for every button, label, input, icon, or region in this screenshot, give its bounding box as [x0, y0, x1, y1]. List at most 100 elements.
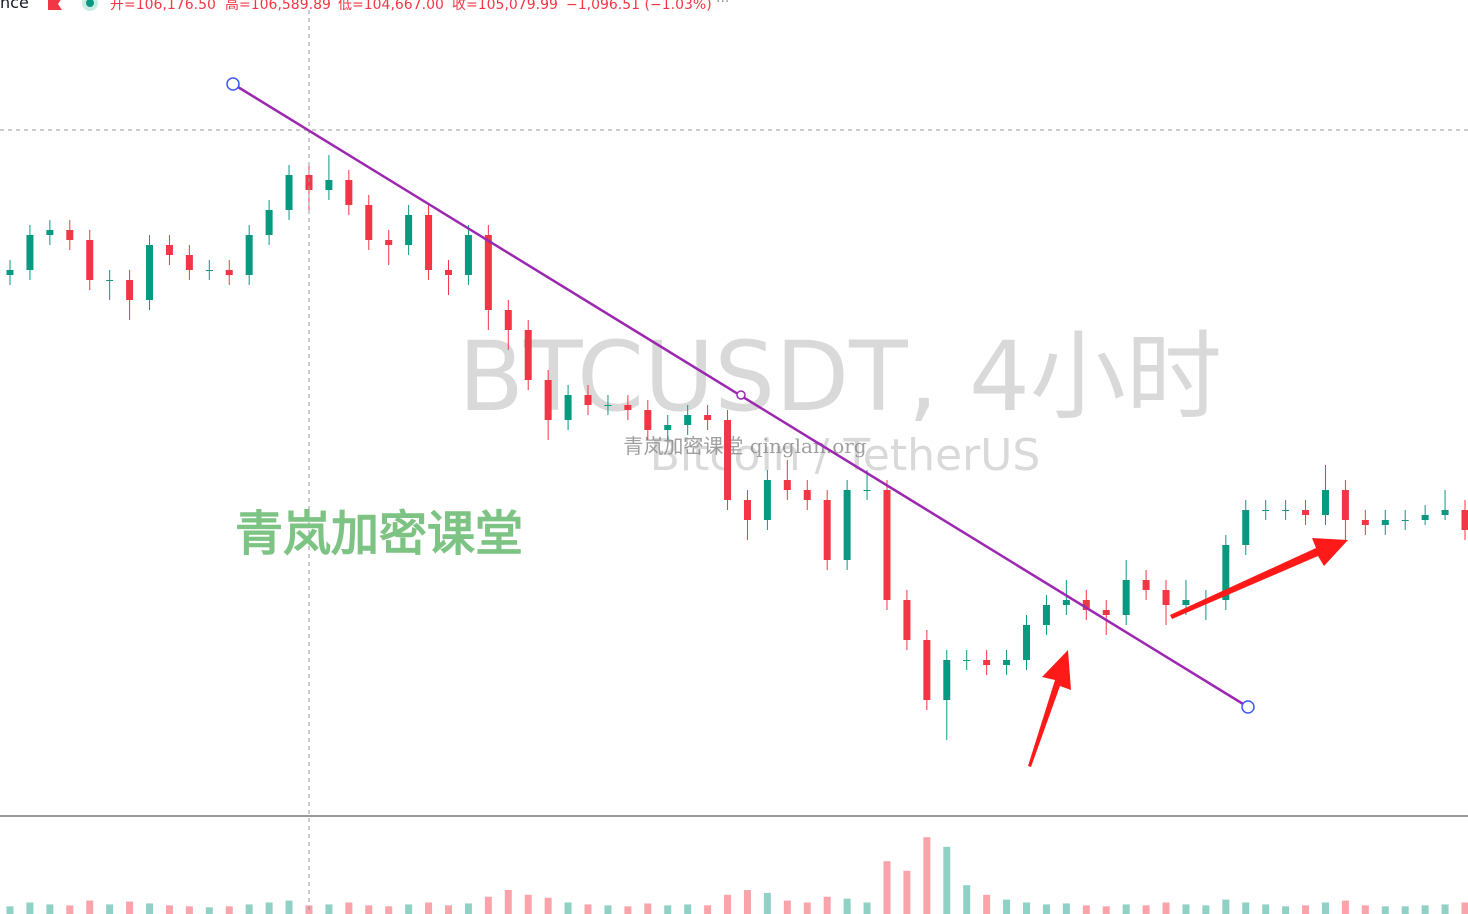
- flag-icon: [48, 0, 62, 10]
- candle-body: [1082, 600, 1090, 610]
- volume-bar: [1202, 905, 1210, 914]
- candle-body: [1042, 605, 1050, 625]
- volume-bar: [6, 906, 14, 914]
- volume-bar: [146, 903, 154, 914]
- volume-bar: [823, 896, 831, 914]
- volume-bar: [983, 894, 991, 914]
- candle-body: [444, 270, 452, 275]
- volume-bar: [1441, 904, 1449, 914]
- volume-bar: [484, 896, 492, 914]
- volume-bar: [584, 904, 592, 914]
- candle-body: [46, 230, 54, 235]
- candle-body: [1242, 510, 1250, 545]
- candle-body: [963, 660, 971, 661]
- candle-body: [66, 230, 74, 240]
- volume-bar: [1062, 903, 1070, 914]
- candle-body: [1381, 520, 1389, 525]
- arrow: [1028, 650, 1071, 767]
- candle-body: [1421, 515, 1429, 520]
- candle-body: [763, 480, 771, 520]
- candle-body: [1142, 580, 1150, 590]
- watermark-site: 青岚加密课堂 qinglan.org: [623, 434, 866, 458]
- volume-bar: [783, 900, 791, 914]
- volume-bar: [185, 906, 193, 914]
- brand: 青岚加密课堂: [235, 506, 523, 562]
- volume-bar: [843, 898, 851, 914]
- candle-body: [704, 415, 712, 420]
- more[interactable]: ···: [716, 0, 729, 10]
- volume-bar: [285, 900, 293, 914]
- volume-bar: [1142, 905, 1150, 914]
- candle-body: [843, 490, 851, 560]
- volume-bar: [1421, 905, 1429, 914]
- candle-body: [1062, 600, 1070, 605]
- candle-body: [106, 280, 114, 281]
- volume-bar: [1381, 906, 1389, 914]
- volume-bar: [464, 903, 472, 914]
- candle-body: [584, 395, 592, 405]
- volume-bar: [1242, 902, 1250, 914]
- candle-body: [743, 500, 751, 520]
- volume-bar: [26, 902, 34, 914]
- volume-bar: [1182, 904, 1190, 914]
- volume-bar: [1302, 905, 1310, 914]
- low-value: 低=104,667.00: [338, 0, 444, 13]
- candle-body: [305, 175, 313, 190]
- candle-body: [265, 210, 273, 235]
- candle-body: [544, 380, 552, 420]
- candle-body: [903, 600, 911, 640]
- candle-body: [1341, 490, 1349, 520]
- volume-bar: [763, 892, 771, 914]
- candle-body: [126, 280, 134, 300]
- open-value: 开=106,176.50: [110, 0, 216, 13]
- trend-handle[interactable]: [736, 390, 746, 400]
- volume-bar: [1003, 899, 1011, 914]
- candle-body: [1102, 610, 1110, 615]
- candles: [6, 155, 1468, 914]
- candle-body: [285, 175, 293, 210]
- volume-bar: [325, 904, 333, 914]
- candle-body: [524, 330, 532, 380]
- volume-bar: [1082, 905, 1090, 914]
- candle-body: [803, 490, 811, 500]
- candle-body: [1182, 600, 1190, 605]
- volume-bar: [1321, 902, 1329, 914]
- volume-bar: [1042, 904, 1050, 914]
- candle-body: [86, 240, 94, 280]
- volume-bar: [803, 902, 811, 914]
- volume-bar: [564, 902, 572, 914]
- close-value: 收=105,079.99: [452, 0, 558, 13]
- candle-body: [883, 490, 891, 600]
- candle-body: [26, 235, 34, 270]
- volume-bar: [1102, 906, 1110, 914]
- volume-bar: [1282, 906, 1290, 914]
- volume-bar: [923, 837, 931, 914]
- trend-handle[interactable]: [226, 77, 240, 91]
- volume-bar: [1222, 899, 1230, 914]
- candle-body: [245, 235, 253, 275]
- candle-body: [863, 490, 871, 491]
- header: nce 开=106,176.50 高=106,589.89 低=104,667.…: [0, 0, 729, 13]
- candle-body: [185, 255, 193, 270]
- volume-bar: [624, 906, 632, 914]
- candle-body: [1262, 510, 1270, 511]
- volume-bar: [1262, 904, 1270, 914]
- watermark-title: BTCUSDT, 4小时: [458, 321, 1222, 433]
- watermark-subtitle: Bitcoin / TetherUS: [650, 430, 1041, 481]
- candle-body: [1401, 520, 1409, 521]
- volume-bar: [66, 905, 74, 914]
- volume-bar: [943, 846, 951, 914]
- volume-bar: [644, 903, 652, 914]
- volume-bar: [684, 904, 692, 914]
- volume-bar: [1461, 902, 1468, 914]
- trend-handle[interactable]: [1241, 700, 1255, 714]
- candle-body: [624, 405, 632, 410]
- candle-body: [1162, 590, 1170, 605]
- candle-body: [205, 270, 213, 271]
- volume-bar: [724, 894, 732, 914]
- volume-bar: [205, 907, 213, 914]
- candle-body: [146, 245, 154, 300]
- change-value: −1,096.51 (−1.03%): [566, 0, 712, 13]
- volume-bar: [345, 902, 353, 914]
- candle-body: [165, 245, 173, 255]
